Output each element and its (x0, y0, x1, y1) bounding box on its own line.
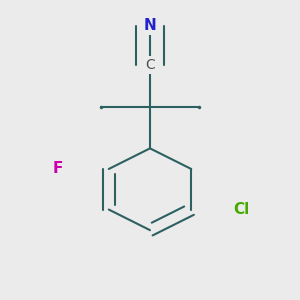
Text: Cl: Cl (233, 202, 249, 217)
Text: N: N (144, 18, 156, 33)
Text: F: F (52, 161, 63, 176)
Text: C: C (145, 58, 155, 72)
